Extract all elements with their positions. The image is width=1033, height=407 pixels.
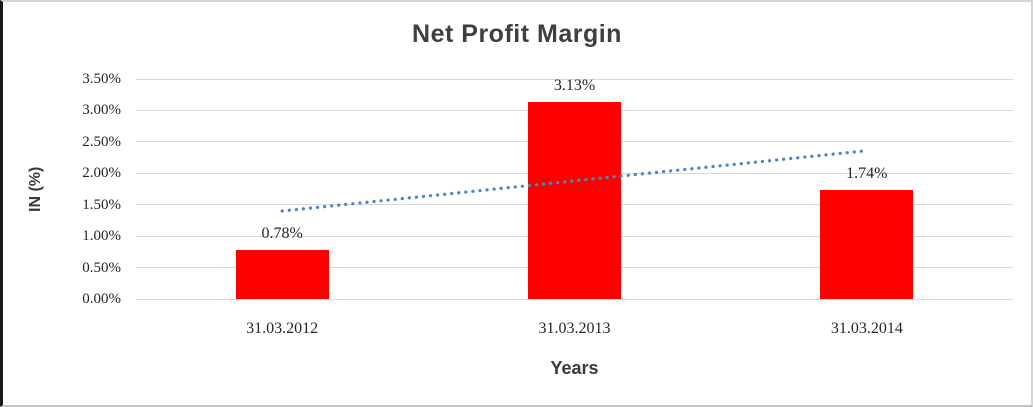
- y-tick-label: 0.50%: [82, 259, 121, 276]
- x-axis-title: Years: [550, 358, 599, 378]
- data-label: 3.13%: [553, 77, 596, 95]
- gridline: [136, 78, 1013, 80]
- y-tick-label: 1.00%: [82, 228, 121, 245]
- data-label: 0.78%: [261, 224, 303, 242]
- bar-31.03.2013: [528, 102, 621, 299]
- y-tick-label: 2.00%: [82, 165, 121, 182]
- gridline: [136, 298, 1013, 300]
- plot-area: 0.78% 3.13% 1.74%: [136, 77, 1013, 300]
- chart-title: Net Profit Margin: [412, 20, 622, 48]
- bar-31.03.2012: [235, 249, 329, 299]
- y-tick-label: 1.50%: [82, 196, 121, 213]
- bar-31.03.2014: [820, 189, 914, 299]
- x-tick-label: 31.03.2014: [830, 320, 903, 337]
- y-tick-label: 2.50%: [82, 133, 121, 150]
- x-tick-label: 31.03.2012: [246, 320, 319, 337]
- x-tick-label: 31.03.2013: [538, 320, 611, 337]
- data-label: 1.74%: [846, 164, 888, 182]
- y-tick-label: 3.50%: [82, 71, 121, 87]
- y-tick-label: 3.00%: [82, 102, 121, 119]
- trendline: [280, 149, 869, 213]
- y-tick-label: 0.00%: [82, 291, 121, 307]
